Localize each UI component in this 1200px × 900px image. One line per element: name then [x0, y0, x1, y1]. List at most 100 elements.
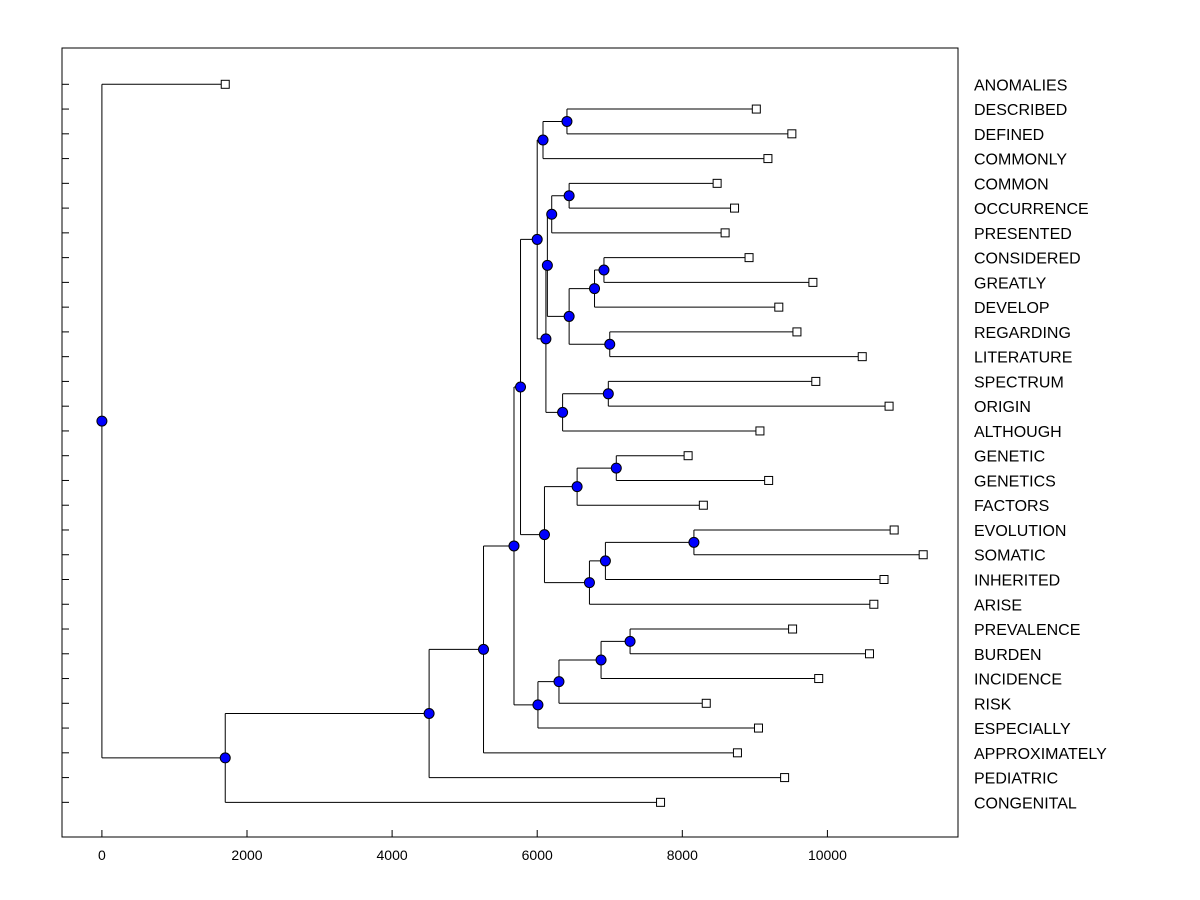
- merge-node-block_abc: [515, 381, 527, 393]
- dendrogram-links: [101, 83, 924, 803]
- merge-node-genetic: [610, 462, 622, 474]
- merge-node-pres_dev: [541, 259, 553, 271]
- merge-node-regarding: [604, 338, 616, 350]
- merge-node-develop_reg: [563, 310, 575, 322]
- merge-node-arise: [583, 577, 595, 589]
- leaf-label: EVOLUTION: [974, 523, 1066, 540]
- leaf-label: SOMATIC: [974, 548, 1046, 565]
- x-tick-label: 0: [98, 847, 106, 863]
- leaf-marker-pediatric: [780, 773, 790, 783]
- leaf-marker-considered: [744, 253, 754, 263]
- leaf-label: PEDIATRIC: [974, 771, 1058, 788]
- leaf-marker-evolution: [889, 525, 899, 535]
- leaf-marker-occurrence: [730, 203, 740, 213]
- leaf-label: BURDEN: [974, 647, 1042, 664]
- merge-node-congenital: [219, 752, 231, 764]
- leaf-label: PREVALENCE: [974, 622, 1080, 639]
- leaf-marker-burden: [864, 649, 874, 659]
- leaf-marker-genetics: [764, 475, 774, 485]
- merge-nodes: [96, 115, 700, 764]
- leaf-label: ANOMALIES: [974, 77, 1067, 94]
- leaf-marker-origin: [884, 401, 894, 411]
- leaf-marker-prevalence: [788, 624, 798, 634]
- leaf-label: GENETICS: [974, 473, 1056, 490]
- leaf-marker-commonly: [763, 154, 773, 164]
- leaf-marker-approximately: [732, 748, 742, 758]
- leaf-marker-factors: [698, 500, 708, 510]
- merge-node-presented: [546, 208, 558, 220]
- merge-node-root: [96, 415, 108, 427]
- leaf-marker-risk: [701, 698, 711, 708]
- leaf-labels: ANOMALIES DESCRIBED DEFINED COMMONLY COMMON O…: [974, 77, 1107, 812]
- leaf-marker-common: [712, 178, 722, 188]
- leaf-label: COMMONLY: [974, 152, 1067, 169]
- leaf-label: PRESENTED: [974, 226, 1072, 243]
- merge-node-evolution: [688, 536, 700, 548]
- leaf-marker-somatic: [918, 550, 928, 560]
- x-tick-label: 8000: [667, 847, 698, 863]
- leaf-label: OCCURRENCE: [974, 201, 1089, 218]
- merge-node-block_b: [540, 333, 552, 345]
- merge-node-block_abcd: [508, 540, 520, 552]
- merge-node-commonly: [537, 134, 549, 146]
- leaf-label: ORIGIN: [974, 399, 1031, 416]
- merge-node-common: [563, 190, 575, 202]
- leaf-marker-regarding: [792, 327, 802, 337]
- merge-node-especially: [532, 699, 544, 711]
- leaf-marker-develop: [774, 302, 784, 312]
- merge-node-inherited: [599, 555, 611, 567]
- merge-node-develop: [589, 283, 601, 295]
- merge-node-block_c: [538, 529, 550, 541]
- merge-node-describe: [561, 115, 573, 127]
- x-axis: 0 2000 4000 6000 8000 10000: [98, 830, 847, 863]
- leaf-marker-congenital: [656, 797, 666, 807]
- merge-node-although: [557, 406, 569, 418]
- merge-node-incidence: [595, 654, 607, 666]
- merge-node-prevalence: [624, 635, 636, 647]
- leaf-label: SPECTRUM: [974, 374, 1064, 391]
- leaf-label: GENETIC: [974, 449, 1045, 466]
- leaf-marker-presented: [720, 228, 730, 238]
- y-tick-marks: [62, 83, 69, 803]
- leaf-label: RISK: [974, 696, 1012, 713]
- merge-node-approx: [478, 643, 490, 655]
- leaf-marker-especially: [753, 723, 763, 733]
- leaf-label: APPROXIMATELY: [974, 746, 1107, 763]
- leaf-label: INCIDENCE: [974, 672, 1062, 689]
- plot-frame: [61, 47, 959, 838]
- leaf-label: GREATLY: [974, 275, 1047, 292]
- leaf-label: ESPECIALLY: [974, 721, 1071, 738]
- leaf-marker-arise: [869, 599, 879, 609]
- leaf-marker-defined: [787, 129, 797, 139]
- leaf-label: DEFINED: [974, 127, 1044, 144]
- leaf-marker-anomalies: [220, 79, 230, 89]
- leaf-label: DEVELOP: [974, 300, 1050, 317]
- leaf-markers: [220, 79, 928, 807]
- leaf-label: INHERITED: [974, 573, 1060, 590]
- merge-node-pediatric: [423, 707, 435, 719]
- leaf-label: REGARDING: [974, 325, 1071, 342]
- merge-node-considered: [598, 264, 610, 276]
- leaf-marker-literature: [857, 352, 867, 362]
- x-tick-label: 6000: [522, 847, 553, 863]
- leaf-label: DESCRIBED: [974, 102, 1067, 119]
- merge-node-risk: [553, 676, 565, 688]
- leaf-marker-spectrum: [811, 376, 821, 386]
- x-tick-label: 2000: [231, 847, 262, 863]
- leaf-label: CONSIDERED: [974, 251, 1081, 268]
- leaf-label: CONGENITAL: [974, 795, 1077, 812]
- x-tick-label: 4000: [377, 847, 408, 863]
- merge-node-block_ab: [531, 233, 543, 245]
- leaf-label: COMMON: [974, 176, 1049, 193]
- leaf-label: ALTHOUGH: [974, 424, 1062, 441]
- leaf-marker-inherited: [879, 575, 889, 584]
- merge-node-factors: [571, 481, 583, 493]
- leaf-marker-genetic: [683, 451, 693, 461]
- leaf-label: ARISE: [974, 597, 1022, 614]
- x-tick-label: 10000: [808, 847, 847, 863]
- leaf-label: LITERATURE: [974, 350, 1072, 367]
- leaf-label: FACTORS: [974, 498, 1049, 515]
- merge-node-spectrum: [602, 388, 614, 400]
- leaf-marker-incidence: [814, 674, 824, 684]
